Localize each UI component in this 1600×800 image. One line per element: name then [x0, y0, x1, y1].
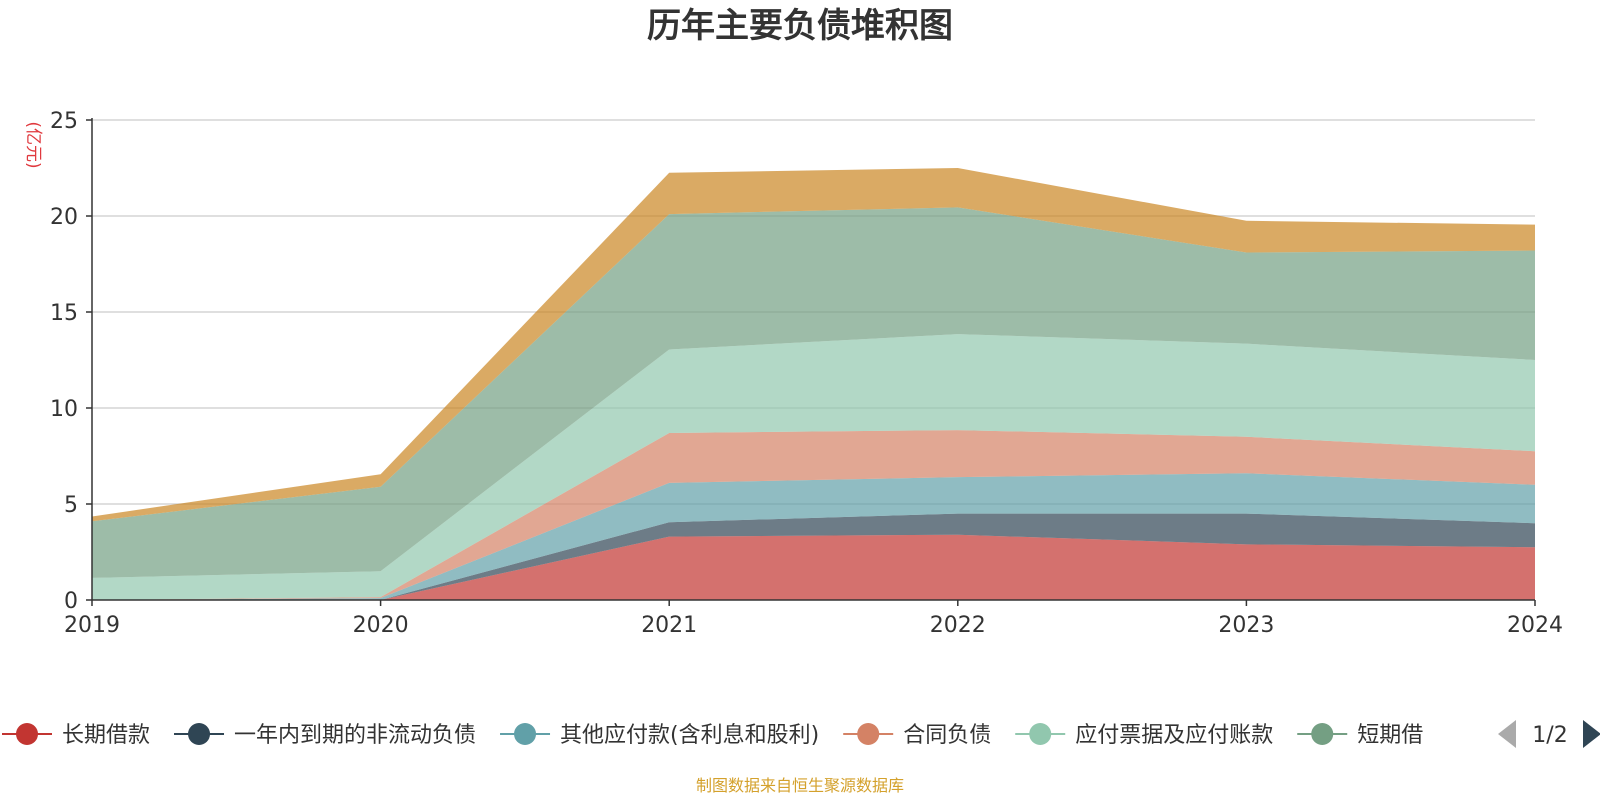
legend-label: 长期借款 [62, 723, 150, 748]
x-tick-label: 2019 [64, 613, 120, 638]
legend-label: 应付票据及应付账款 [1075, 723, 1273, 748]
x-tick-label: 2021 [641, 613, 697, 638]
next-page-arrow-icon[interactable] [1583, 720, 1600, 748]
legend-item[interactable]: 合同负债 [843, 723, 991, 748]
stacked-areas [92, 168, 1535, 600]
legend-circle-icon [857, 723, 880, 745]
legend-item[interactable]: 短期借 [1297, 723, 1423, 748]
x-tick-label: 2020 [353, 613, 409, 638]
x-tick-label: 2023 [1218, 613, 1274, 638]
area-series-0 [92, 534, 1535, 600]
legend-label: 一年内到期的非流动负债 [234, 723, 476, 748]
y-tick-label: 25 [50, 109, 78, 134]
legend-circle-icon [188, 723, 211, 745]
legend-circle-icon [1029, 723, 1052, 745]
y-tick-label: 15 [50, 301, 78, 326]
legend-item[interactable]: 应付票据及应付账款 [1015, 723, 1273, 748]
legend-label: 合同负债 [903, 723, 991, 748]
y-unit-label: (亿元) [23, 121, 43, 168]
x-tick-label: 2024 [1507, 613, 1563, 638]
chart-title: 历年主要负债堆积图 [647, 6, 953, 46]
source-note: 制图数据来自恒生聚源数据库 [695, 776, 904, 795]
legend-item[interactable]: 一年内到期的非流动负债 [174, 723, 476, 748]
axes: 0 5 10 15 20 25 2019 2020 2021 2022 2023 2024 (亿元) [23, 109, 1563, 638]
area-series-3 [92, 430, 1535, 600]
legend-label: 短期借 [1357, 723, 1423, 748]
legend-items: 长期借款 一年内到期的非流动负债 其他应付款(含利息和股利) 合同负债 应付票据及应付账… [2, 723, 1423, 748]
area-series-2 [92, 473, 1535, 600]
legend: 长期借款 一年内到期的非流动负债 其他应付款(含利息和股利) 合同负债 应付票据及应付账… [2, 720, 1600, 748]
area-series-5 [92, 207, 1535, 578]
y-tick-label: 0 [64, 589, 78, 614]
area-series-1 [92, 513, 1535, 600]
area-series-4 [92, 334, 1535, 600]
y-tick-label: 5 [64, 493, 78, 518]
y-tick-label: 20 [50, 205, 78, 230]
legend-item[interactable]: 其他应付款(含利息和股利) [500, 723, 819, 748]
prev-page-arrow-icon[interactable] [1498, 720, 1516, 748]
legend-circle-icon [514, 723, 537, 745]
legend-circle-icon [1311, 723, 1334, 745]
x-tick-label: 2022 [930, 613, 986, 638]
legend-label: 其他应付款(含利息和股利) [560, 723, 819, 748]
y-tick-label: 10 [50, 397, 78, 422]
legend-page-indicator: 1/2 [1532, 723, 1567, 748]
legend-item[interactable]: 长期借款 [2, 723, 150, 748]
legend-pager: 1/2 [1498, 720, 1600, 748]
legend-circle-icon [16, 723, 38, 745]
